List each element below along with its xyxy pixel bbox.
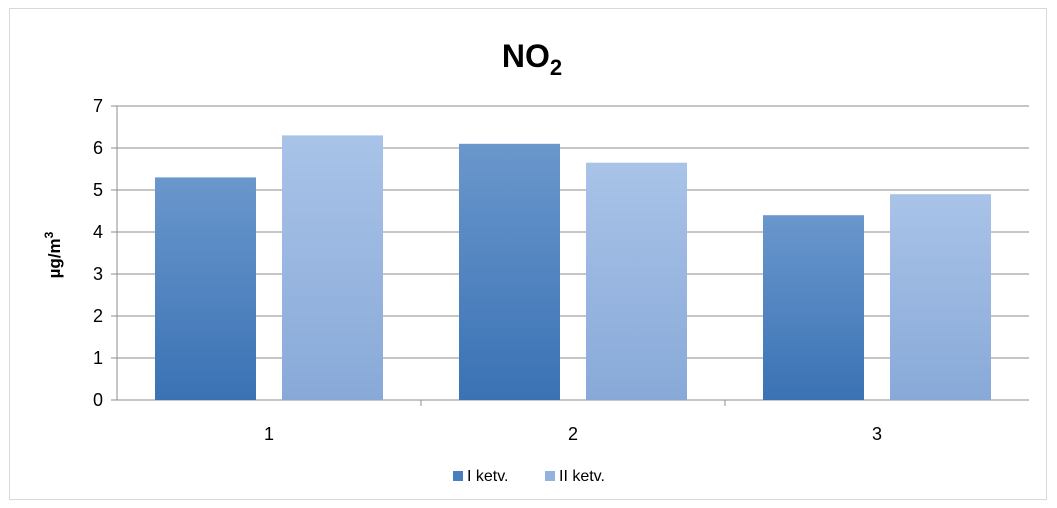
y-tick-label: 3 bbox=[93, 264, 103, 284]
y-axis-ticks: 0 1 2 3 4 5 6 7 bbox=[93, 96, 118, 410]
x-tick-label: 3 bbox=[872, 424, 882, 444]
bar-series1-cat2 bbox=[459, 143, 560, 401]
y-axis-title-superscript: 3 bbox=[42, 231, 56, 238]
y-tick-label: 7 bbox=[93, 96, 103, 116]
legend-label: I ketv. bbox=[467, 468, 509, 485]
y-tick-label: 0 bbox=[93, 390, 103, 410]
bar-series2-cat1 bbox=[282, 135, 383, 400]
y-tick-label: 6 bbox=[93, 138, 103, 158]
legend: I ketv. II ketv. bbox=[453, 468, 605, 485]
bars bbox=[155, 135, 991, 401]
chart-title-main: NO bbox=[502, 38, 550, 74]
legend-swatch bbox=[453, 471, 463, 481]
y-tick-label: 1 bbox=[93, 348, 103, 368]
x-tick-label: 2 bbox=[568, 424, 578, 444]
bar-series2-cat2 bbox=[586, 162, 687, 400]
x-tick-label: 1 bbox=[264, 424, 274, 444]
legend-swatch bbox=[545, 471, 555, 481]
y-axis-title: µg/m3 bbox=[42, 231, 64, 278]
bar-series1-cat3 bbox=[763, 215, 864, 400]
bar-series2-cat3 bbox=[890, 194, 991, 400]
chart-title: NO2 bbox=[502, 38, 562, 80]
legend-label: II ketv. bbox=[559, 468, 605, 485]
gridlines bbox=[117, 105, 1029, 401]
y-axis-title-main: µg/m bbox=[45, 238, 64, 278]
chart-title-subscript: 2 bbox=[550, 55, 562, 80]
bar-series1-cat1 bbox=[155, 177, 256, 400]
y-tick-label: 5 bbox=[93, 180, 103, 200]
y-tick-label: 2 bbox=[93, 306, 103, 326]
y-tick-label: 4 bbox=[93, 222, 103, 242]
x-axis-ticks: 1 2 3 bbox=[264, 400, 882, 444]
